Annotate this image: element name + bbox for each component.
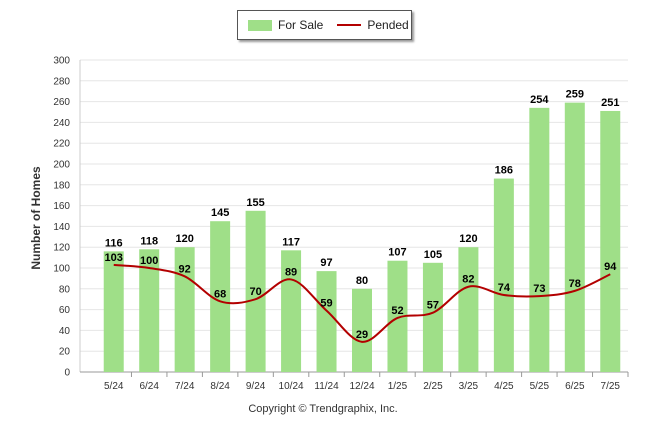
x-tick-label: 1/25	[388, 381, 408, 392]
y-tick-label: 20	[59, 347, 71, 358]
data-label-pended: 29	[356, 329, 368, 341]
data-label-pended: 74	[498, 282, 511, 294]
y-tick-label: 240	[53, 118, 70, 129]
y-tick-label: 100	[53, 264, 70, 275]
line-pended	[113, 263, 611, 343]
x-tick-label: 5/24	[104, 381, 124, 392]
legend-label-pended: Pended	[367, 18, 409, 32]
x-tick-label: 12/24	[349, 381, 374, 392]
bar-for-sale	[458, 247, 479, 372]
bar-for-sale	[103, 251, 124, 372]
x-tick-label: 6/25	[565, 381, 585, 392]
y-tick-label: 140	[53, 222, 70, 233]
bar-for-sale	[352, 288, 372, 372]
data-label-pended: 94	[604, 261, 617, 273]
data-label-for-sale: 97	[320, 257, 332, 269]
data-label-pended: 82	[462, 274, 474, 286]
data-label-for-sale: 120	[175, 233, 193, 245]
data-label-pended: 52	[391, 305, 403, 317]
x-tick-label: 10/24	[279, 381, 304, 392]
bar-for-sale	[493, 178, 514, 372]
legend-swatch-for-sale	[248, 19, 272, 31]
y-tick-label: 40	[59, 326, 71, 337]
x-tick-label: 7/24	[175, 381, 195, 392]
y-tick-label: 120	[53, 243, 70, 254]
bar-for-sale	[245, 210, 266, 372]
y-tick-label: 180	[53, 180, 70, 191]
legend-swatch-pended	[337, 24, 362, 26]
y-tick-label: 200	[53, 160, 70, 171]
copyright: Copyright © Trendgraphix, Inc.	[248, 403, 398, 415]
data-label-for-sale: 254	[530, 94, 549, 106]
bar-for-sale	[564, 102, 585, 372]
bar-for-sale	[139, 249, 160, 372]
y-tick-label: 300	[53, 56, 70, 67]
bar-for-sale	[387, 260, 408, 372]
data-label-for-sale: 259	[566, 89, 584, 101]
bar-for-sale	[316, 271, 337, 372]
y-tick-label: 220	[53, 139, 70, 150]
y-tick-label: 60	[59, 305, 71, 316]
bar-for-sale	[422, 262, 443, 372]
legend-label-for-sale: For Sale	[278, 18, 324, 32]
data-label-for-sale: 120	[459, 233, 477, 245]
data-label-for-sale: 80	[356, 275, 368, 287]
data-label-for-sale: 105	[424, 249, 442, 261]
data-label-pended: 59	[320, 298, 332, 310]
data-label-pended: 70	[249, 286, 261, 298]
data-label-for-sale: 155	[246, 197, 264, 209]
data-label-for-sale: 186	[495, 165, 513, 177]
data-label-for-sale: 117	[282, 236, 300, 248]
y-tick-label: 260	[53, 97, 70, 108]
data-label-for-sale: 116	[105, 237, 123, 249]
y-axis-label: Number of Homes	[29, 166, 43, 270]
x-tick-label: 2/25	[423, 381, 443, 392]
data-label-pended: 68	[214, 288, 226, 300]
bar-for-sale	[600, 110, 621, 373]
y-tick-label: 280	[53, 76, 70, 87]
y-tick-label: 0	[64, 368, 70, 379]
x-tick-label: 5/25	[530, 381, 550, 392]
data-label-pended: 73	[533, 283, 545, 295]
data-label-pended: 103	[105, 252, 123, 264]
data-label-pended: 57	[427, 300, 439, 312]
x-tick-label: 4/25	[494, 381, 514, 392]
data-label-for-sale: 118	[140, 235, 158, 247]
y-tick-label: 160	[53, 201, 70, 212]
data-label-pended: 92	[179, 263, 191, 275]
data-label-for-sale: 145	[211, 207, 229, 219]
x-tick-label: 11/24	[314, 381, 339, 392]
x-tick-label: 9/24	[246, 381, 266, 392]
y-tick-label: 80	[59, 284, 71, 295]
x-tick-label: 8/24	[210, 381, 230, 392]
data-label-pended: 89	[285, 266, 297, 278]
legend-pended: Pended	[337, 18, 409, 32]
data-label-for-sale: 107	[388, 247, 406, 259]
data-label-pended: 100	[140, 255, 158, 267]
bar-for-sale	[210, 221, 231, 372]
x-tick-label: 6/24	[139, 381, 159, 392]
data-label-pended: 78	[569, 278, 581, 290]
legend-for-sale: For Sale	[248, 18, 323, 32]
x-tick-label: 3/25	[459, 381, 479, 392]
data-label-for-sale: 251	[601, 97, 619, 109]
legend: For Sale Pended	[237, 10, 412, 40]
bar-for-sale	[529, 107, 550, 372]
x-tick-label: 7/25	[601, 381, 621, 392]
